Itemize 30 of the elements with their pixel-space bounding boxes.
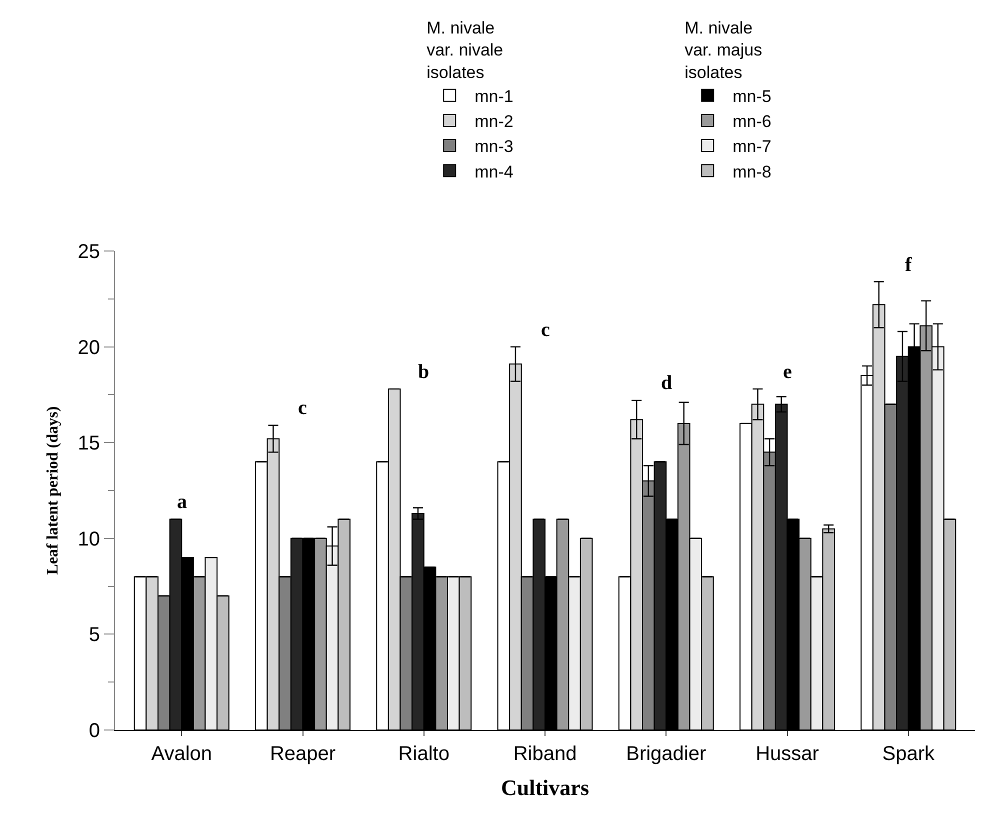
legend-label: mn-5 [732, 86, 772, 106]
x-tick-label: Reaper [270, 743, 336, 765]
annotation: c [298, 397, 307, 419]
x-tick-label: Brigadier [626, 743, 706, 765]
y-tick-label: 15 [78, 432, 100, 455]
y-tick-label: 0 [88, 720, 100, 742]
annotation: e [783, 361, 792, 383]
annotation: a [177, 491, 187, 513]
y-tick-label: 5 [88, 624, 100, 646]
legend-label: mn-4 [474, 162, 514, 182]
x-tick-label: Riband [513, 743, 577, 765]
y-tick-label: 10 [78, 528, 100, 550]
x-tick-label: Rialto [398, 743, 450, 765]
y-axis-title: Leaf latent period (days) [44, 406, 62, 575]
y-tick-label: 20 [78, 336, 100, 359]
legend-label: mn-7 [732, 137, 772, 156]
legend-label: mn-2 [474, 112, 514, 132]
annotation: f [905, 254, 912, 276]
legend-label: mn-8 [732, 162, 772, 182]
x-axis-title: Cultivars [501, 774, 590, 800]
y-tick-label: 25 [78, 241, 100, 263]
annotation: b [418, 361, 430, 383]
x-tick-label: Spark [882, 743, 936, 765]
legend-label: mn-1 [474, 86, 514, 106]
legend-label: mn-3 [474, 137, 514, 156]
x-tick-label: Hussar [756, 743, 820, 765]
annotation: c [541, 319, 550, 341]
legend-label: mn-6 [732, 112, 772, 132]
annotation: d [661, 372, 672, 394]
x-tick-label: Avalon [151, 743, 212, 765]
